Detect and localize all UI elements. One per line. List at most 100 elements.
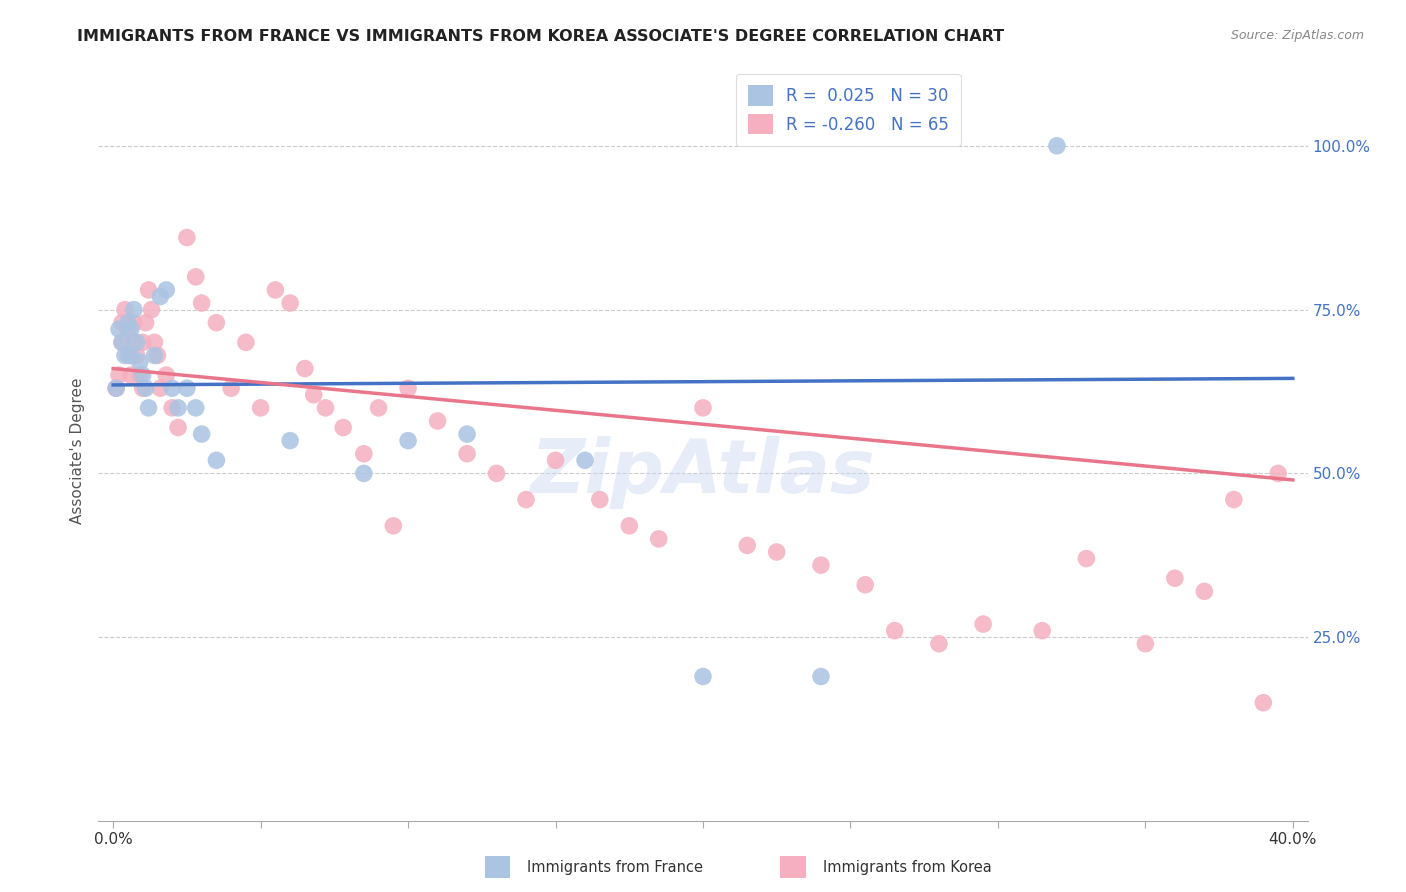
Point <box>117 316 139 330</box>
Point <box>141 302 163 317</box>
Point <box>184 401 207 415</box>
Point <box>122 335 145 350</box>
Legend: R =  0.025   N = 30, R = -0.260   N = 65: R = 0.025 N = 30, R = -0.260 N = 65 <box>737 74 960 146</box>
Point <box>264 283 287 297</box>
Point <box>382 518 405 533</box>
Point <box>184 269 207 284</box>
Point <box>1076 551 1098 566</box>
Point <box>117 348 139 362</box>
Point <box>294 361 316 376</box>
Point <box>278 296 301 310</box>
Point <box>114 348 136 362</box>
Point <box>1046 138 1069 153</box>
Point <box>117 322 139 336</box>
Point <box>120 348 142 362</box>
Point <box>122 316 145 330</box>
Point <box>105 381 128 395</box>
Point <box>235 335 257 350</box>
Point <box>1164 571 1187 585</box>
Point <box>692 401 714 415</box>
Point <box>176 230 198 244</box>
Point <box>128 368 150 383</box>
Point <box>249 401 271 415</box>
Point <box>146 348 169 362</box>
Point <box>125 348 148 362</box>
Point <box>1031 624 1053 638</box>
Point <box>176 381 198 395</box>
Y-axis label: Associate's Degree: Associate's Degree <box>69 377 84 524</box>
Point <box>128 355 150 369</box>
Text: IMMIGRANTS FROM FRANCE VS IMMIGRANTS FROM KOREA ASSOCIATE'S DEGREE CORRELATION C: IMMIGRANTS FROM FRANCE VS IMMIGRANTS FRO… <box>77 29 1004 44</box>
Point <box>515 492 537 507</box>
Text: ZipAtlas: ZipAtlas <box>530 436 876 509</box>
Point <box>131 368 153 383</box>
Point <box>108 368 131 383</box>
Point <box>1194 584 1216 599</box>
Point <box>278 434 301 448</box>
Point <box>367 401 389 415</box>
Point <box>155 283 177 297</box>
Point <box>160 381 183 395</box>
Point <box>205 453 228 467</box>
Point <box>574 453 596 467</box>
Point <box>135 381 157 395</box>
Point <box>149 381 172 395</box>
Point <box>138 401 160 415</box>
Point <box>589 492 612 507</box>
Point <box>135 316 157 330</box>
Point <box>853 578 876 592</box>
Point <box>111 316 134 330</box>
Point <box>883 624 905 638</box>
Point <box>160 401 183 415</box>
Point <box>810 558 832 573</box>
Point <box>1223 492 1246 507</box>
Point <box>302 388 325 402</box>
Point <box>426 414 449 428</box>
Point <box>1253 696 1275 710</box>
Point <box>167 420 190 434</box>
Point <box>1267 467 1289 481</box>
Point <box>167 401 190 415</box>
Point <box>353 447 375 461</box>
Point <box>765 545 787 559</box>
Text: Immigrants from France: Immigrants from France <box>527 860 703 874</box>
Point <box>125 335 148 350</box>
Point <box>155 368 177 383</box>
Point <box>105 381 128 395</box>
Point <box>692 669 714 683</box>
Point <box>456 447 478 461</box>
Point <box>332 420 354 434</box>
Point <box>619 518 641 533</box>
Point <box>114 302 136 317</box>
Point <box>190 296 212 310</box>
Point <box>111 335 134 350</box>
Point <box>396 434 419 448</box>
Point <box>120 322 142 336</box>
Point <box>143 348 166 362</box>
Point <box>138 283 160 297</box>
Point <box>131 381 153 395</box>
Point <box>120 368 142 383</box>
Point <box>544 453 567 467</box>
Point <box>396 381 419 395</box>
Point <box>810 669 832 683</box>
Point <box>353 467 375 481</box>
Point <box>456 427 478 442</box>
Point <box>1135 637 1157 651</box>
Point <box>972 617 994 632</box>
Point <box>735 539 758 553</box>
Point <box>111 335 134 350</box>
Point <box>120 348 142 362</box>
Point <box>122 302 145 317</box>
Point <box>315 401 337 415</box>
Point <box>143 335 166 350</box>
Point <box>928 637 950 651</box>
Point <box>190 427 212 442</box>
Point <box>485 467 508 481</box>
Point <box>648 532 671 546</box>
Text: Source: ZipAtlas.com: Source: ZipAtlas.com <box>1230 29 1364 42</box>
Point <box>149 289 172 303</box>
Point <box>205 316 228 330</box>
Point <box>219 381 242 395</box>
Text: Immigrants from Korea: Immigrants from Korea <box>823 860 991 874</box>
